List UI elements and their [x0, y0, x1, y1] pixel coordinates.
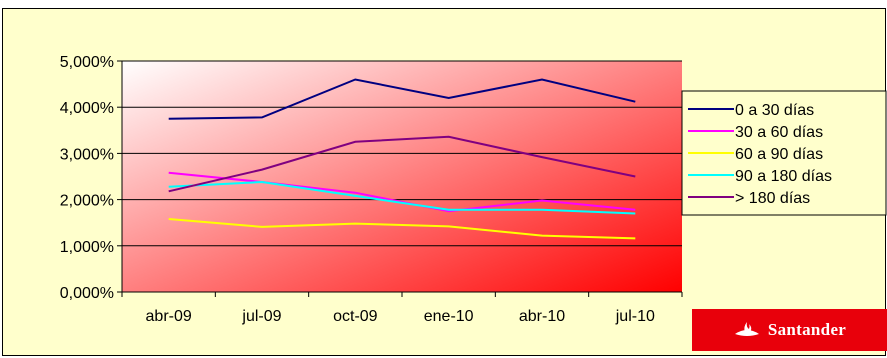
x-tick-label: abr-10 — [519, 308, 565, 325]
logo-text: Santander — [767, 320, 847, 339]
x-tick-label: ene-10 — [424, 308, 474, 325]
series-line-4 — [168, 180, 636, 215]
y-tick-label: 0,000% — [60, 285, 114, 302]
y-tick-label: 1,000% — [60, 239, 114, 256]
legend-label: 0 a 30 días — [735, 102, 814, 119]
x-tick-label: jul-10 — [615, 308, 655, 325]
series-line-5 — [168, 135, 636, 193]
legend-label: 60 a 90 días — [735, 146, 823, 163]
x-tick-label: jul-09 — [241, 308, 281, 325]
legend-label: 30 a 60 días — [735, 124, 823, 141]
chart-frame: 0,000% 1,000% 2,000% 3,000% 4,000% 5,000% abr-… — [2, 8, 887, 356]
y-tick-label: 4,000% — [60, 100, 114, 117]
series-line-1 — [168, 78, 636, 120]
line-chart: 0,000% 1,000% 2,000% 3,000% 4,000% 5,000% abr-… — [60, 54, 887, 325]
series-line-3 — [168, 218, 636, 240]
santander-flame-icon — [734, 322, 759, 336]
x-tick-label: oct-09 — [333, 308, 378, 325]
y-tick-label: 3,000% — [60, 146, 114, 163]
y-tick-label: 2,000% — [60, 193, 114, 210]
santander-logo: Santander — [692, 309, 887, 351]
x-tick-label: abr-09 — [146, 308, 192, 325]
y-tick-label: 5,000% — [60, 54, 114, 71]
legend-label: 90 a 180 días — [735, 168, 832, 185]
legend-label: > 180 días — [735, 190, 810, 207]
